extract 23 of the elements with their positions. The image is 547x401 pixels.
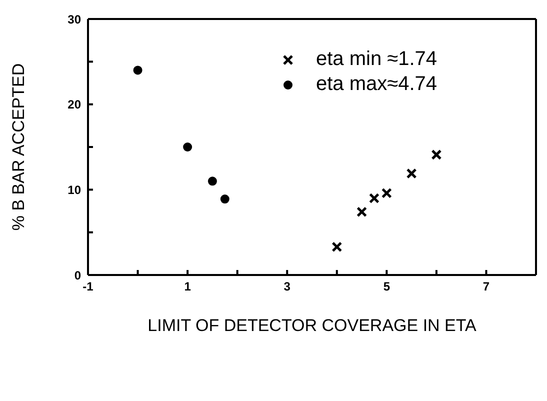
x-tick-label: 3 [284, 280, 291, 294]
point [208, 176, 217, 186]
point [356, 206, 368, 218]
point [406, 168, 417, 179]
y-axis-title: % B BAR ACCEPTED [9, 63, 28, 231]
y-tick-label: 20 [68, 98, 82, 112]
x-tick-label: 5 [383, 280, 390, 294]
x-tick-label: -1 [82, 280, 94, 294]
point [332, 242, 342, 252]
point [381, 188, 392, 198]
x-axis-title: LIMIT OF DETECTOR COVERAGE IN ETA [148, 316, 478, 335]
legend-label: eta min ≈1.74 [316, 48, 438, 71]
x-tick-label: 7 [482, 280, 490, 294]
point [431, 149, 442, 160]
point [220, 194, 230, 204]
point [183, 142, 192, 152]
y-tick-label: 10 [68, 182, 82, 197]
legend-label: eta max≈4.74 [316, 73, 438, 96]
point [368, 192, 380, 204]
y-tick-label: 0 [74, 268, 82, 282]
point [133, 66, 142, 75]
y-tick-label: 30 [68, 12, 82, 26]
x-tick-label: 1 [184, 280, 192, 294]
